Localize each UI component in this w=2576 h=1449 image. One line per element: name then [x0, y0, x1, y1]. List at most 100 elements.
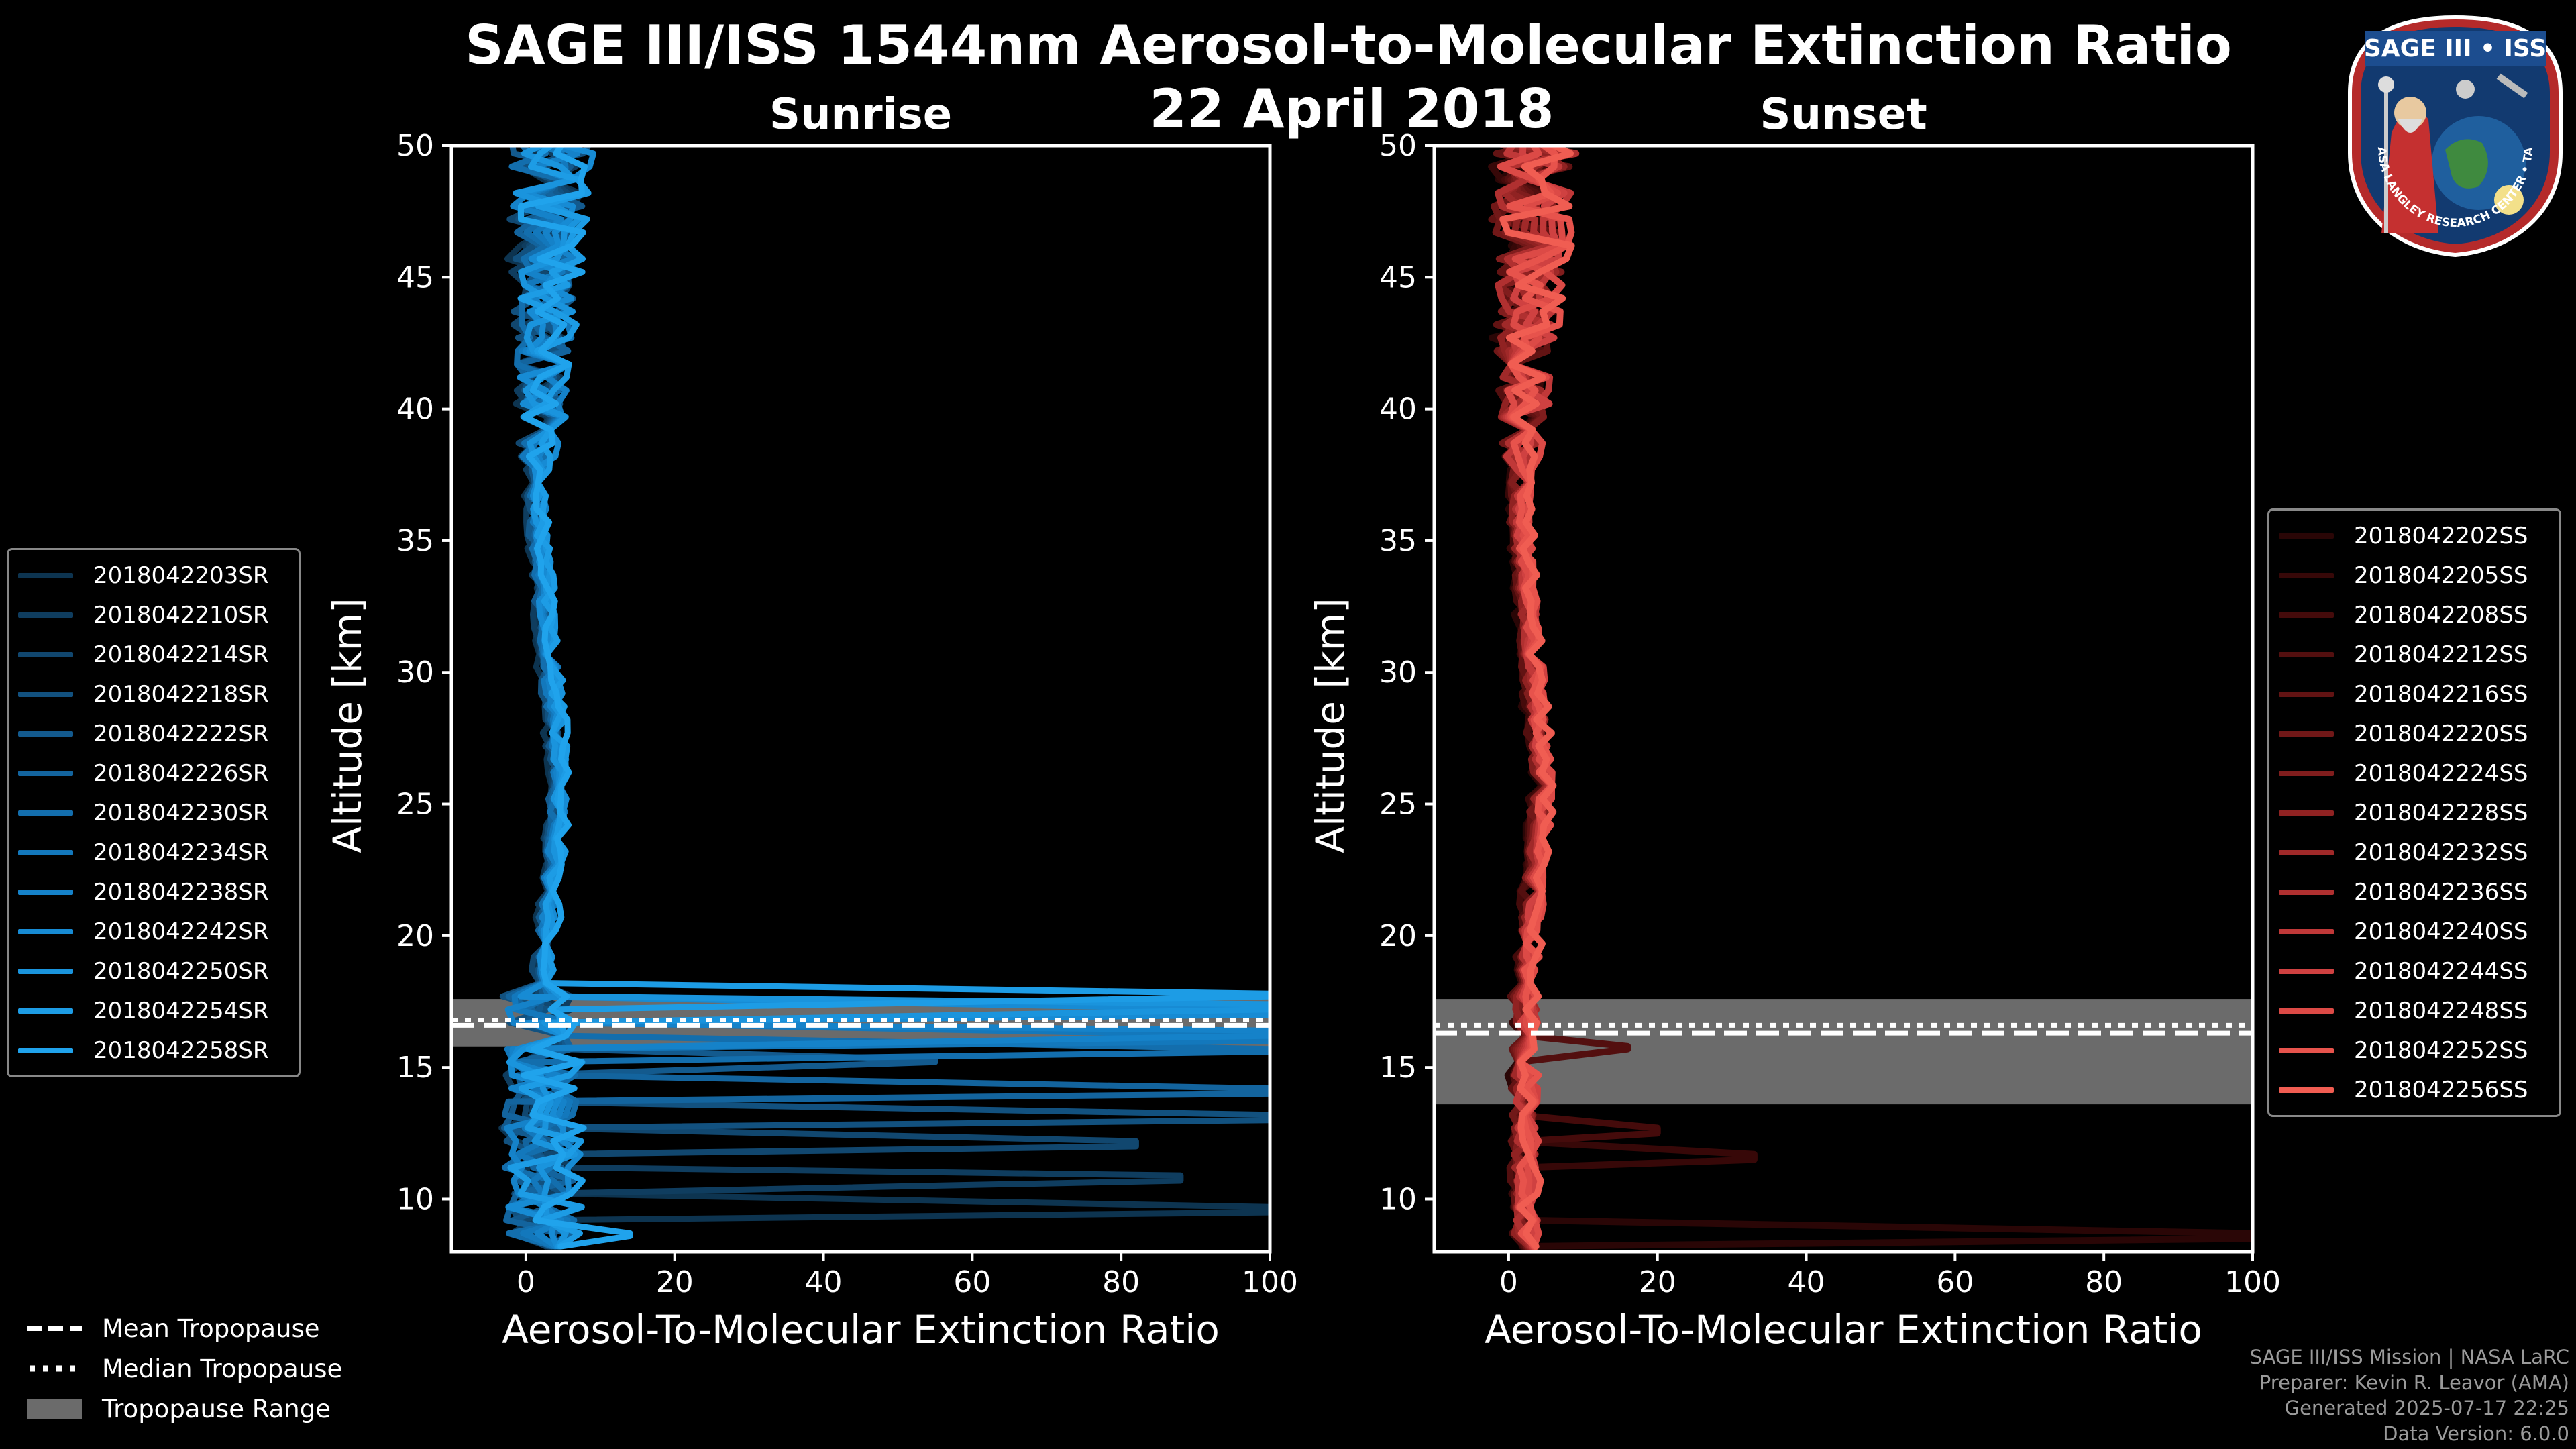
legend-tropopause-range: Tropopause Range [27, 1389, 342, 1429]
legend-swatch [2279, 612, 2334, 618]
legend-label: 2018042236SS [2354, 878, 2528, 906]
tropopause-range-band [1434, 999, 2253, 1105]
mean-tropopause-label: Mean Tropopause [102, 1313, 320, 1343]
legend-label: 2018042222SR [93, 720, 269, 747]
legend-swatch [2279, 533, 2334, 539]
legend-swatch [18, 731, 73, 737]
legend-item: 2018042254SR [18, 991, 289, 1030]
y-axis-label: Altitude [km] [325, 598, 370, 853]
x-axis-label: Aerosol-To-Molecular Extinction Ratio [502, 1307, 1220, 1352]
legend-swatch [18, 651, 73, 657]
legend-label: 2018042226SR [93, 759, 269, 787]
y-tick-label: 10 [1379, 1182, 1417, 1216]
figure-title: SAGE III/ISS 1544nm Aerosol-to-Molecular… [465, 14, 2232, 76]
y-axis-label: Altitude [km] [1307, 598, 1353, 853]
legend-item: 2018042212SS [2279, 635, 2550, 674]
x-tick-label: 40 [805, 1265, 843, 1299]
legend-item: 2018042256SS [2279, 1070, 2550, 1110]
y-tick-label: 20 [396, 919, 434, 953]
legend-swatch [2279, 1047, 2334, 1053]
legend-item: 2018042210SR [18, 595, 289, 635]
legend-item: 2018042218SR [18, 674, 289, 714]
sunrise-legend: 2018042203SR 2018042210SR 2018042214SR 2018… [7, 548, 301, 1077]
y-tick-label: 45 [1379, 260, 1417, 294]
y-tick-label: 35 [396, 524, 434, 558]
credits-generated: Generated 2025-07-17 22:25 [2284, 1397, 2569, 1419]
legend-item: 2018042205SS [2279, 555, 2550, 595]
legend-swatch [18, 968, 73, 974]
legend-item: 2018042226SR [18, 753, 289, 793]
legend-label: 2018042232SS [2354, 839, 2528, 866]
sunset-panel-title: Sunset [1760, 90, 1927, 140]
legend-median-tropopause: Median Tropopause [27, 1348, 342, 1389]
legend-item: 2018042236SS [2279, 872, 2550, 912]
y-tick-label: 50 [1379, 129, 1417, 163]
legend-swatch [18, 1047, 73, 1053]
x-tick-label: 60 [953, 1265, 991, 1299]
dotted-line-swatch [30, 1365, 82, 1372]
legend-item: 2018042242SR [18, 912, 289, 951]
legend-item: 2018042258SR [18, 1030, 289, 1070]
dashed-line-swatch [27, 1326, 82, 1331]
tropopause-range-label: Tropopause Range [102, 1394, 331, 1424]
legend-swatch [2279, 1008, 2334, 1014]
legend-swatch [18, 810, 73, 816]
legend-label: 2018042240SS [2354, 918, 2528, 945]
legend-label: 2018042238SR [93, 878, 269, 906]
legend-swatch [2279, 928, 2334, 934]
legend-item: 2018042203SR [18, 555, 289, 595]
legend-swatch [18, 928, 73, 934]
y-tick-label: 40 [396, 392, 434, 427]
x-tick-label: 60 [1936, 1265, 1974, 1299]
legend-label: 2018042218SR [93, 680, 269, 708]
series-line [1499, 146, 1575, 1250]
legend-item: 2018042234SR [18, 833, 289, 872]
y-tick-label: 25 [396, 788, 434, 822]
y-tick-label: 30 [1379, 655, 1417, 690]
legend-label: 2018042216SS [2354, 680, 2528, 708]
legend-label: 2018042254SR [93, 997, 269, 1024]
figure-date: 22 April 2018 [1149, 78, 1554, 140]
legend-label: 2018042252SS [2354, 1036, 2528, 1064]
x-tick-label: 80 [2085, 1265, 2123, 1299]
legend-swatch [18, 889, 73, 895]
credits-preparer: Preparer: Kevin R. Leavor (AMA) [2259, 1371, 2569, 1394]
legend-swatch [18, 849, 73, 855]
legend-item: 2018042248SS [2279, 991, 2550, 1030]
gray-range-swatch [27, 1399, 82, 1419]
legend-item: 2018042252SS [2279, 1030, 2550, 1070]
plot-frame [449, 144, 1272, 1254]
y-tick-label: 35 [1379, 524, 1417, 558]
x-tick-label: 80 [1102, 1265, 1140, 1299]
y-tick-label: 15 [1379, 1051, 1417, 1085]
legend-label: 2018042234SR [93, 839, 269, 866]
sunset-plot: 0 20 40 60 80 100 10 15 20 25 30 35 40 45 50 Aerosol-To… [1307, 129, 2281, 1352]
sunrise-panel-title: Sunrise [769, 90, 952, 140]
sunset-legend: 2018042202SS 2018042205SS 2018042208SS 2018… [2267, 508, 2561, 1117]
legend-swatch [2279, 731, 2334, 737]
series-line [502, 146, 1270, 1250]
legend-swatch [2279, 651, 2334, 657]
x-tick-label: 100 [2224, 1265, 2281, 1299]
badge-title: SAGE III • ISS [2364, 35, 2546, 62]
legend-swatch [2279, 889, 2334, 895]
legend-label: 2018042210SR [93, 601, 269, 629]
legend-item: 2018042202SS [2279, 516, 2550, 555]
legend-item: 2018042230SR [18, 793, 289, 833]
legend-item: 2018042208SS [2279, 595, 2550, 635]
x-tick-label: 20 [656, 1265, 694, 1299]
x-axis-label: Aerosol-To-Molecular Extinction Ratio [1485, 1307, 2202, 1352]
legend-item: 2018042214SR [18, 635, 289, 674]
legend-swatch [2279, 691, 2334, 697]
legend-item: 2018042238SR [18, 872, 289, 912]
y-tick-label: 40 [1379, 392, 1417, 427]
sunrise-plot: 0 20 40 60 80 100 10 15 20 25 30 35 40 45 50 Aerosol-To… [325, 129, 1298, 1352]
legend-label: 2018042214SR [93, 641, 269, 668]
sage-iii-iss-badge: SAGE III • ISS BALL • NASA LANGLEY RESEA… [2345, 12, 2563, 258]
legend-label: 2018042212SS [2354, 641, 2528, 668]
legend-swatch [2279, 572, 2334, 578]
series-line [518, 146, 633, 1250]
credits-version: Data Version: 6.0.0 [2383, 1422, 2569, 1445]
x-tick-label: 40 [1788, 1265, 1825, 1299]
